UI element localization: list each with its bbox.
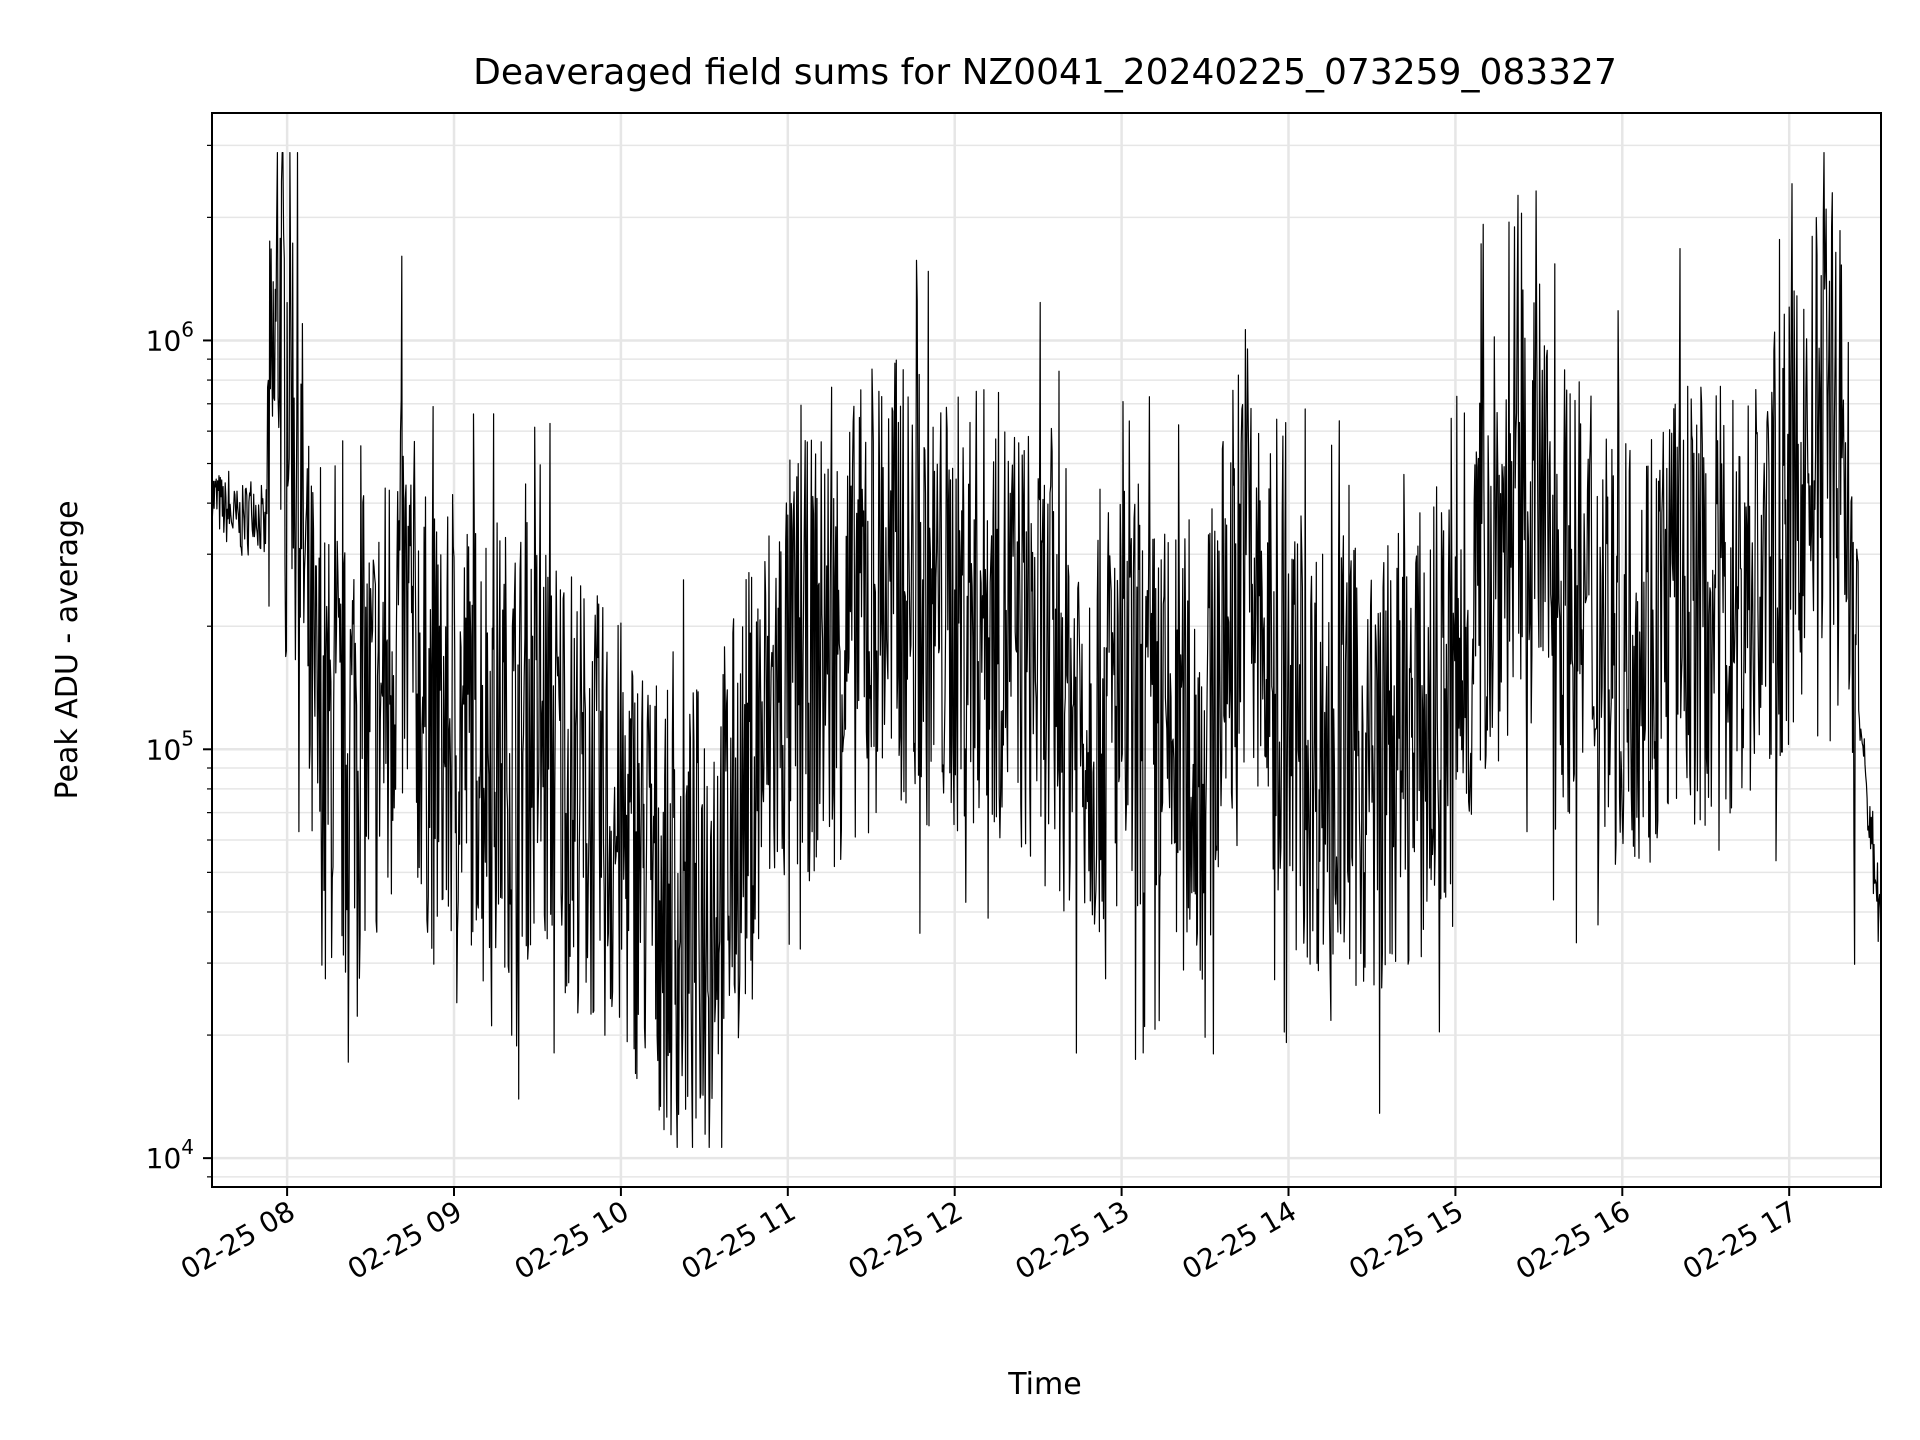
chart-title: Deaveraged field sums for NZ0041_2024022… (473, 52, 1617, 93)
y-tick-label: 106 (146, 317, 194, 357)
x-axis-title: Time (1007, 1367, 1081, 1402)
y-tick-label: 105 (146, 726, 194, 766)
series-line (211, 152, 1882, 1148)
data-series (211, 152, 1882, 1148)
y-tick-label: 104 (146, 1135, 194, 1175)
plot-area-frame (211, 112, 1882, 1188)
y-axis-title: Peak ADU - average (50, 500, 85, 799)
